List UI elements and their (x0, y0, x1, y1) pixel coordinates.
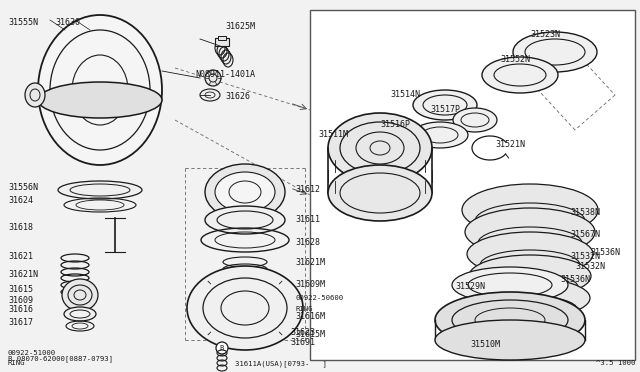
Ellipse shape (215, 172, 275, 212)
Text: 31621M: 31621M (295, 258, 325, 267)
Text: 00922-51000: 00922-51000 (8, 350, 56, 356)
Text: 31514N: 31514N (390, 90, 420, 99)
Ellipse shape (470, 278, 590, 318)
Text: 31567N: 31567N (570, 230, 600, 239)
Text: 00922-50600: 00922-50600 (295, 295, 343, 301)
Text: 31511M: 31511M (318, 130, 348, 139)
Circle shape (77, 313, 83, 319)
Ellipse shape (62, 279, 98, 311)
Text: 31617: 31617 (8, 318, 33, 327)
Ellipse shape (207, 300, 283, 332)
Circle shape (216, 342, 228, 354)
Bar (215, 38, 229, 46)
Circle shape (205, 70, 221, 86)
Text: RING: RING (295, 306, 312, 312)
Text: 31624: 31624 (8, 196, 33, 205)
Text: RING: RING (8, 360, 26, 366)
Text: 31618: 31618 (8, 223, 33, 232)
Ellipse shape (38, 15, 162, 165)
Text: 31615: 31615 (8, 285, 33, 294)
Text: 31612: 31612 (295, 185, 320, 194)
Ellipse shape (205, 206, 285, 234)
Text: 31630: 31630 (55, 18, 80, 27)
Ellipse shape (482, 57, 558, 93)
Ellipse shape (462, 184, 598, 236)
Text: 31626: 31626 (225, 92, 250, 101)
Text: 31623: 31623 (290, 328, 315, 337)
Text: 31621N: 31621N (8, 270, 38, 279)
Text: 31621: 31621 (8, 252, 33, 261)
Ellipse shape (452, 267, 568, 303)
Text: 31552N: 31552N (500, 55, 530, 64)
Ellipse shape (513, 32, 597, 72)
Ellipse shape (328, 113, 432, 183)
Text: N08911-1401A: N08911-1401A (195, 70, 255, 79)
Text: 31532N: 31532N (575, 262, 605, 271)
Ellipse shape (64, 307, 96, 321)
Text: 31555N: 31555N (8, 18, 38, 27)
Text: 31523N: 31523N (530, 30, 560, 39)
Ellipse shape (435, 320, 585, 360)
Text: 31521N: 31521N (495, 140, 525, 149)
Text: 31616: 31616 (8, 305, 33, 314)
Ellipse shape (25, 83, 45, 107)
Text: 31615M: 31615M (295, 330, 325, 339)
Text: 31609M: 31609M (295, 280, 325, 289)
Text: 31616M: 31616M (295, 312, 325, 321)
Text: 31536N: 31536N (560, 275, 590, 284)
Text: 31516P: 31516P (380, 120, 410, 129)
Ellipse shape (435, 292, 585, 348)
Text: 31611A(USA)[0793-   ]: 31611A(USA)[0793- ] (235, 360, 327, 367)
Circle shape (75, 297, 85, 307)
Ellipse shape (38, 82, 162, 118)
Ellipse shape (200, 89, 220, 101)
Ellipse shape (58, 181, 142, 199)
Ellipse shape (413, 90, 477, 120)
Text: 31532N: 31532N (570, 252, 600, 261)
Text: ^3.5 1000: ^3.5 1000 (596, 360, 635, 366)
Ellipse shape (465, 208, 595, 256)
Text: B 08070-62000[0887-0793]: B 08070-62000[0887-0793] (8, 355, 113, 362)
Ellipse shape (187, 266, 303, 350)
Ellipse shape (328, 165, 432, 221)
Ellipse shape (469, 255, 591, 297)
Ellipse shape (467, 232, 593, 276)
Text: 31611: 31611 (295, 215, 320, 224)
Ellipse shape (412, 122, 468, 148)
Ellipse shape (453, 108, 497, 132)
Text: 31529N: 31529N (455, 282, 485, 291)
Text: 31625M: 31625M (225, 22, 255, 31)
Ellipse shape (205, 164, 285, 220)
Text: 31536N: 31536N (590, 248, 620, 257)
Text: 31691: 31691 (290, 338, 315, 347)
Text: 31538N: 31538N (570, 208, 600, 217)
Text: B: B (220, 345, 224, 351)
Text: 31510M: 31510M (470, 340, 500, 349)
Text: 31609: 31609 (8, 296, 33, 305)
Text: 31628: 31628 (295, 238, 320, 247)
Bar (218, 36, 226, 40)
Bar (310, 10, 635, 360)
Text: 31556N: 31556N (8, 183, 38, 192)
Text: 31517P: 31517P (430, 105, 460, 114)
